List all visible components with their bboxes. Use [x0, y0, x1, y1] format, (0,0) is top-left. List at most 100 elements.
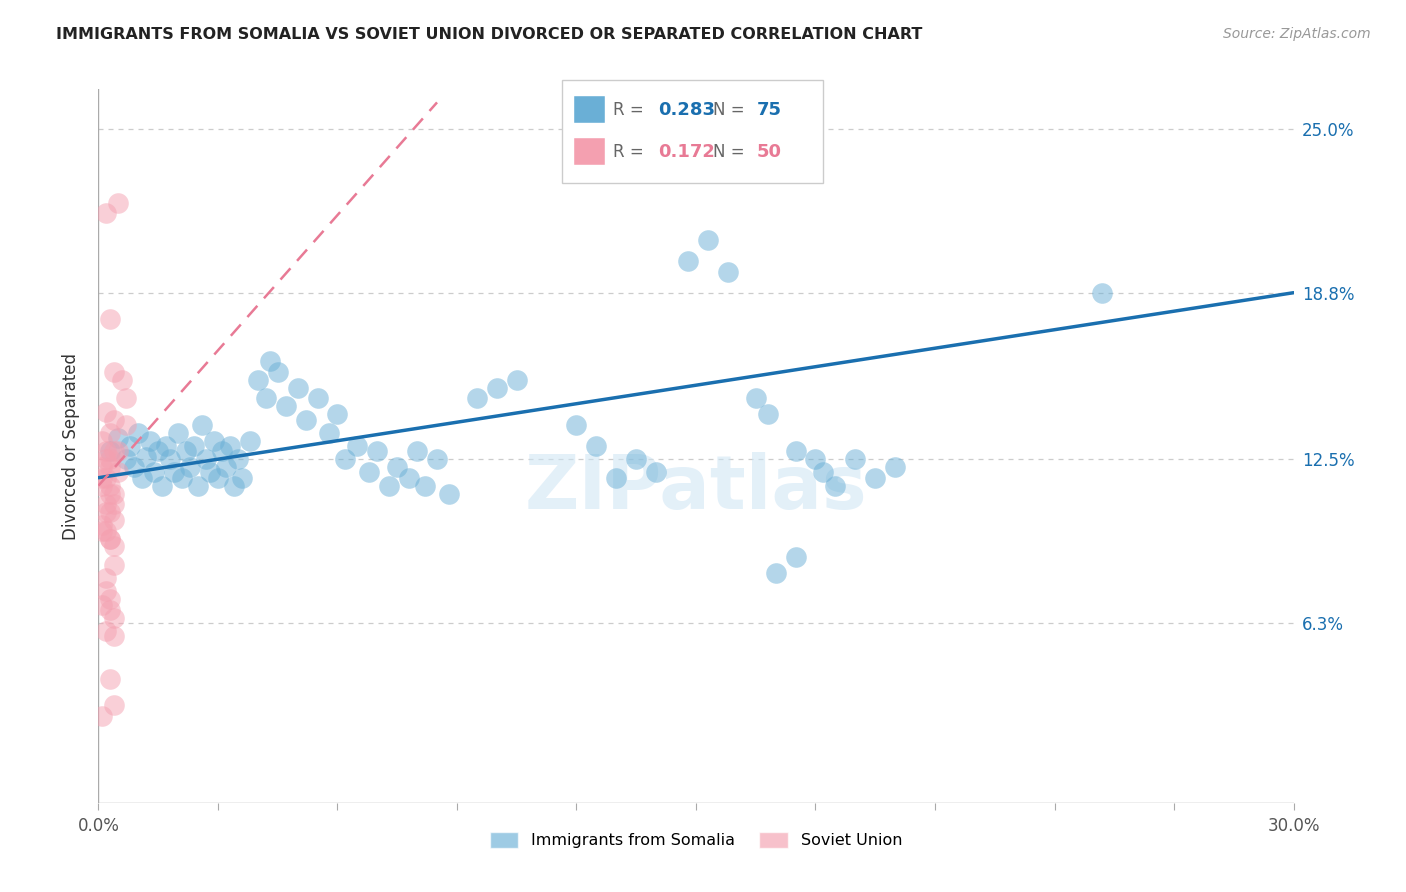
Point: [195, 452, 218, 467]
Point: [98, 312, 122, 326]
Text: 75: 75: [756, 101, 782, 119]
Point: [254, 392, 277, 406]
Point: [98, 532, 122, 546]
Point: [91, 524, 114, 538]
Point: [804, 452, 827, 467]
Point: [307, 392, 329, 406]
Point: [215, 460, 238, 475]
Point: [385, 460, 409, 475]
Point: [485, 381, 508, 395]
Point: [139, 434, 162, 448]
Point: [115, 417, 138, 432]
Point: [207, 471, 229, 485]
Point: [219, 439, 242, 453]
Point: [98, 672, 122, 686]
Point: [465, 392, 488, 406]
Point: [127, 425, 149, 440]
Point: [239, 434, 262, 448]
Point: [378, 478, 401, 492]
Legend: Immigrants from Somalia, Soviet Union: Immigrants from Somalia, Soviet Union: [489, 831, 903, 848]
Text: 50: 50: [756, 143, 782, 161]
Point: [103, 513, 125, 527]
Point: [98, 592, 122, 607]
Point: [98, 444, 122, 458]
Point: [96, 571, 118, 585]
Text: IMMIGRANTS FROM SOMALIA VS SOVIET UNION DIVORCED OR SEPARATED CORRELATION CHART: IMMIGRANTS FROM SOMALIA VS SOVIET UNION …: [56, 27, 922, 42]
Point: [884, 460, 907, 475]
Point: [111, 373, 134, 387]
Point: [167, 425, 190, 440]
Point: [163, 466, 186, 480]
Point: [98, 486, 122, 500]
Point: [824, 478, 846, 492]
Point: [143, 466, 166, 480]
Point: [91, 471, 114, 485]
Point: [103, 629, 125, 643]
Point: [103, 611, 125, 625]
Point: [103, 412, 125, 426]
Point: [226, 452, 249, 467]
Point: [155, 439, 177, 453]
Point: [676, 254, 699, 268]
Point: [98, 505, 122, 519]
Point: [626, 452, 648, 467]
Point: [366, 444, 388, 458]
Point: [96, 505, 118, 519]
Point: [98, 460, 122, 475]
Text: N =: N =: [713, 143, 749, 161]
Point: [107, 466, 129, 480]
Point: [91, 478, 114, 492]
Point: [91, 518, 114, 533]
Point: [96, 584, 118, 599]
Text: ZIPatlas: ZIPatlas: [524, 452, 868, 525]
Point: [172, 471, 194, 485]
Point: [179, 460, 201, 475]
Point: [1091, 285, 1114, 300]
Point: [359, 466, 381, 480]
Point: [98, 532, 122, 546]
Point: [159, 452, 181, 467]
Text: R =: R =: [613, 101, 650, 119]
Point: [103, 698, 125, 712]
Point: [198, 466, 221, 480]
Point: [785, 549, 807, 564]
Point: [605, 471, 627, 485]
Point: [335, 452, 357, 467]
Point: [211, 444, 233, 458]
Point: [96, 452, 118, 467]
Point: [96, 444, 118, 458]
Point: [103, 497, 125, 511]
Point: [91, 708, 114, 723]
Point: [294, 412, 316, 426]
Point: [103, 558, 125, 572]
Text: 0.172: 0.172: [658, 143, 714, 161]
Point: [413, 478, 436, 492]
Point: [426, 452, 449, 467]
Point: [326, 407, 349, 421]
Point: [96, 497, 118, 511]
Point: [98, 452, 122, 467]
Point: [107, 431, 129, 445]
Point: [318, 425, 340, 440]
Point: [585, 439, 607, 453]
Point: [274, 400, 297, 414]
Point: [865, 471, 887, 485]
Point: [148, 444, 170, 458]
Point: [103, 540, 125, 554]
Point: [717, 264, 740, 278]
Point: [191, 417, 214, 432]
Point: [187, 478, 209, 492]
Point: [150, 478, 173, 492]
Point: [398, 471, 420, 485]
Point: [287, 381, 309, 395]
Point: [96, 206, 118, 220]
Point: [107, 195, 129, 210]
Text: 0.283: 0.283: [658, 101, 716, 119]
Point: [231, 471, 253, 485]
Point: [785, 444, 807, 458]
Point: [174, 444, 197, 458]
Point: [107, 444, 129, 458]
Point: [96, 471, 118, 485]
Point: [813, 466, 835, 480]
Point: [202, 434, 225, 448]
